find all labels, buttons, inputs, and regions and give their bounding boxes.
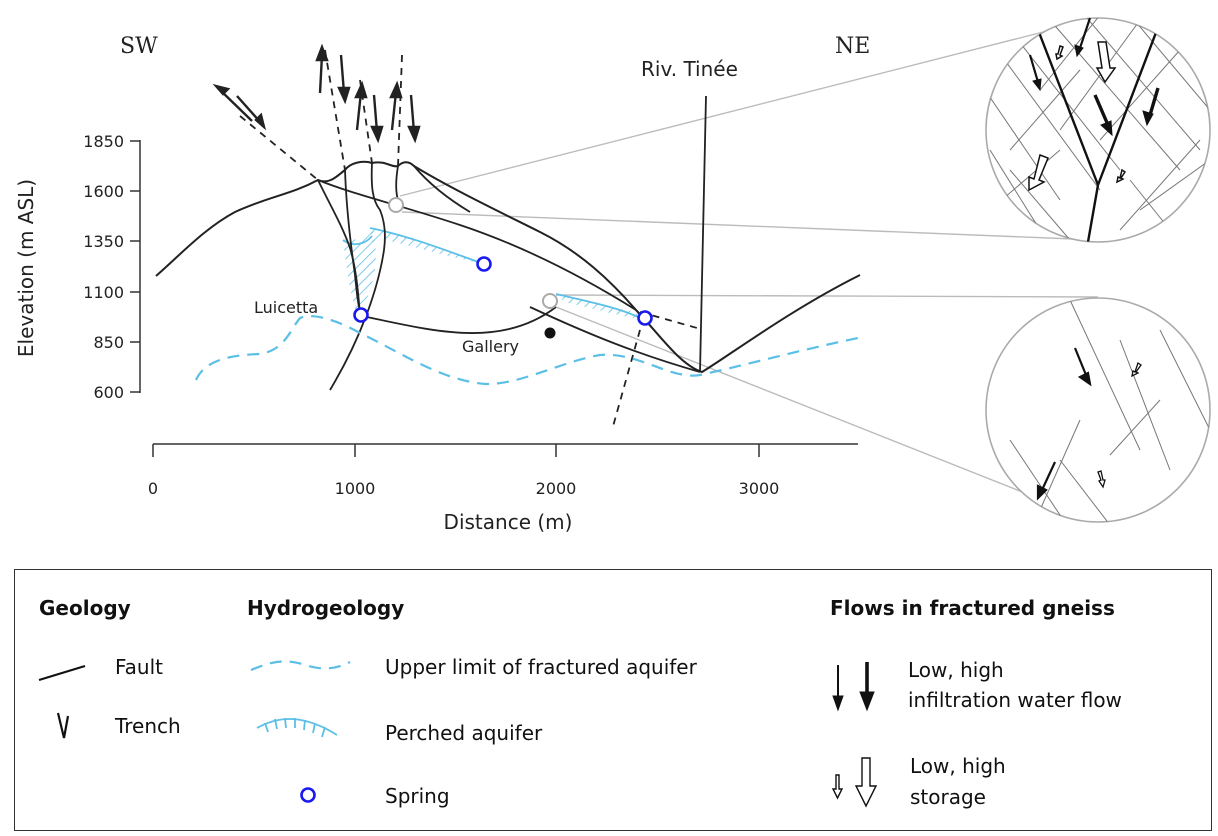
legend-hydro-title: Hydrogeology <box>247 596 404 620</box>
legend-spring-label: Spring <box>385 784 450 808</box>
y-tick-label: 1100 <box>83 283 124 302</box>
spring-middle <box>476 256 492 272</box>
y-axis: 1850 1600 1350 1100 850 600 Elevation (m… <box>14 132 141 402</box>
infiltration-arrows-icon <box>832 662 875 712</box>
legend-storage-line2: storage <box>910 785 986 809</box>
fault-offset-arrows <box>212 43 421 144</box>
y-tick-label: 850 <box>93 333 124 352</box>
legend-fault-label: Fault <box>115 655 163 679</box>
fault-extensions <box>239 49 698 431</box>
trench-legend-icon <box>56 712 70 739</box>
x-tick-label: 0 <box>148 479 158 498</box>
perched-aquifer-lower <box>556 294 645 320</box>
magnifier-marker-lower <box>542 293 558 309</box>
y-axis-label: Elevation (m ASL) <box>14 179 38 357</box>
legend-trench-label: Trench <box>114 714 181 738</box>
fault-legend-icon <box>38 664 86 682</box>
x-tick-label: 1000 <box>335 479 376 498</box>
legend-upper-limit-label: Upper limit of fractured aquifer <box>385 655 698 679</box>
sw-label: SW <box>120 34 158 59</box>
legend-geology-title: Geology <box>39 596 131 620</box>
legend: Geology Fault Trench Hydrogeology Upper … <box>38 596 1122 809</box>
y-tick-label: 600 <box>93 383 124 402</box>
upper-limit-legend-icon <box>250 660 351 672</box>
y-tick-label: 1350 <box>83 232 124 251</box>
legend-perched-label: Perched aquifer <box>385 721 543 745</box>
y-tick-label: 1850 <box>83 132 124 151</box>
upper-limit-fractured-aquifer <box>194 315 859 386</box>
legend-infiltration-line1: Low, high <box>908 658 1004 682</box>
y-tick-label: 1600 <box>83 182 124 201</box>
magnifier-circle-low-flow <box>985 297 1211 523</box>
topographic-profile <box>155 160 861 374</box>
faults <box>317 95 707 391</box>
gallery-point <box>544 327 556 339</box>
magnifier-connectors <box>399 17 1099 523</box>
spring-legend-icon <box>300 787 316 803</box>
legend-box: Geology Fault Trench Hydrogeology Upper … <box>14 569 1212 831</box>
magnifier-circle-high-flow <box>985 17 1211 243</box>
gallery-label: Gallery <box>462 337 519 356</box>
river-label: Riv. Tinée <box>641 57 738 81</box>
x-tick-label: 3000 <box>739 479 780 498</box>
magnifier-marker-upper <box>388 197 404 213</box>
legend-flows-title: Flows in fractured gneiss <box>830 596 1115 620</box>
perched-aquifer-legend-icon <box>256 717 338 738</box>
luicetta-label: Luicetta <box>254 298 318 317</box>
spring-lower <box>637 310 653 326</box>
x-axis: 0 1000 2000 3000 Distance (m) <box>148 443 858 534</box>
x-axis-label: Distance (m) <box>444 510 573 534</box>
perched-aquifer-upper <box>370 228 484 264</box>
storage-arrows-icon <box>831 757 878 808</box>
spring-luicetta <box>353 307 369 323</box>
legend-infiltration-line2: infiltration water flow <box>908 688 1122 712</box>
ne-label: NE <box>835 34 870 59</box>
x-tick-label: 2000 <box>536 479 577 498</box>
fault-ridge-lines <box>317 179 701 373</box>
legend-storage-line1: Low, high <box>910 754 1006 778</box>
